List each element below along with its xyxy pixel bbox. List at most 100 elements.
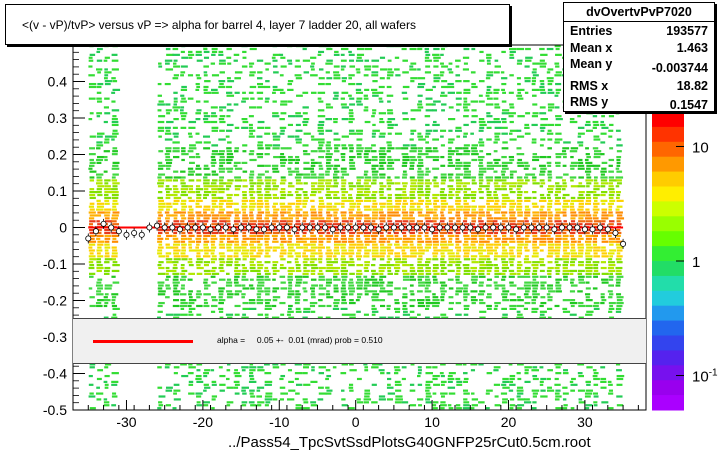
heatmap-cell xyxy=(601,231,609,235)
heatmap-cell xyxy=(187,173,194,176)
heatmap-cell xyxy=(372,123,376,127)
heatmap-cell xyxy=(340,153,346,156)
heatmap-cell xyxy=(471,249,479,252)
heatmap-cell xyxy=(616,383,623,386)
heatmap-cell xyxy=(456,103,462,106)
heatmap-cell xyxy=(204,272,212,275)
heatmap-cell xyxy=(509,249,514,252)
heatmap-cell xyxy=(562,264,569,267)
heatmap-cell xyxy=(256,188,262,191)
heatmap-cell xyxy=(332,269,339,273)
heatmap-cell xyxy=(158,261,164,264)
heatmap-cell xyxy=(470,231,479,235)
heatmap-cell xyxy=(195,249,204,252)
heatmap-cell xyxy=(502,377,509,381)
heatmap-cell xyxy=(463,287,468,290)
profile-point xyxy=(620,240,627,247)
heatmap-cell xyxy=(165,228,171,232)
heatmap-cell xyxy=(593,155,601,159)
heatmap-cell xyxy=(96,188,103,191)
heatmap-cell xyxy=(584,158,589,162)
heatmap-cell xyxy=(211,266,217,270)
heatmap-cell xyxy=(501,383,507,386)
heatmap-cell xyxy=(471,205,477,208)
heatmap-cell xyxy=(88,82,97,86)
heatmap-cell xyxy=(554,231,562,235)
heatmap-cell xyxy=(226,281,233,284)
heatmap-cell xyxy=(378,161,387,164)
heatmap-cell xyxy=(203,374,208,378)
heatmap-cell xyxy=(227,316,233,319)
heatmap-cell xyxy=(600,380,607,383)
heatmap-cell xyxy=(432,401,439,404)
heatmap-cell xyxy=(295,170,300,173)
heatmap-cell xyxy=(402,144,410,147)
heatmap-cell xyxy=(554,246,561,249)
heatmap-cell xyxy=(295,138,302,141)
heatmap-cell xyxy=(203,243,208,246)
heatmap-cell xyxy=(615,266,623,270)
heatmap-cell xyxy=(463,237,471,240)
heatmap-cell xyxy=(157,366,162,369)
heatmap-cell xyxy=(517,191,523,194)
heatmap-cell xyxy=(333,237,339,240)
heatmap-cell xyxy=(439,264,446,267)
heatmap-cell xyxy=(410,129,417,132)
heatmap-cell xyxy=(204,284,211,287)
heatmap-cell xyxy=(172,266,178,270)
heatmap-cell xyxy=(265,182,271,185)
heatmap-cell xyxy=(378,240,386,243)
heatmap-cell xyxy=(585,202,592,205)
heatmap-cell xyxy=(326,389,333,392)
heatmap-cell xyxy=(302,199,308,202)
heatmap-cell xyxy=(233,281,239,284)
heatmap-cell xyxy=(180,106,185,109)
heatmap-cell xyxy=(311,205,315,208)
profile-points xyxy=(85,218,627,249)
heatmap-cell xyxy=(486,372,493,375)
heatmap-cell xyxy=(111,383,118,386)
heatmap-cell xyxy=(218,299,226,302)
heatmap-cell xyxy=(348,234,354,237)
heatmap-cell xyxy=(196,401,201,404)
heatmap-cell xyxy=(532,179,537,182)
heatmap-cell xyxy=(616,377,624,381)
heatmap-cell xyxy=(355,129,364,132)
heatmap-cell xyxy=(516,161,524,164)
heatmap-cell xyxy=(226,150,233,153)
heatmap-cell xyxy=(96,269,102,273)
heatmap-cell xyxy=(585,211,591,214)
heatmap-cell xyxy=(219,374,226,378)
heatmap-cell xyxy=(378,217,386,220)
heatmap-cell xyxy=(234,243,240,246)
heatmap-cell xyxy=(333,182,339,185)
heatmap-cell xyxy=(372,94,379,97)
heatmap-cell xyxy=(303,167,311,170)
heatmap-cell xyxy=(371,310,379,313)
heatmap-cell xyxy=(211,202,217,205)
heatmap-cell xyxy=(509,188,513,191)
heatmap-cell xyxy=(157,246,164,249)
heatmap-cell xyxy=(173,275,179,278)
heatmap-cell xyxy=(257,249,264,252)
heatmap-cell xyxy=(577,264,584,267)
profile-point xyxy=(199,224,206,231)
heatmap-cell xyxy=(318,199,324,202)
heatmap-cell xyxy=(279,255,284,258)
heatmap-cell xyxy=(569,272,574,275)
heatmap-cell xyxy=(608,383,613,386)
colorbar-segment xyxy=(652,350,684,366)
heatmap-cell xyxy=(172,77,179,80)
heatmap-cell xyxy=(295,211,301,214)
heatmap-cell xyxy=(432,366,438,369)
heatmap-cell xyxy=(501,155,507,159)
heatmap-cell xyxy=(562,147,570,150)
heatmap-cell xyxy=(227,293,234,296)
heatmap-cell xyxy=(448,129,453,132)
heatmap-cell xyxy=(256,284,265,287)
heatmap-cell xyxy=(96,161,102,164)
heatmap-cell xyxy=(265,252,269,255)
heatmap-cell xyxy=(103,77,108,80)
heatmap-cell xyxy=(333,261,338,264)
heatmap-cell xyxy=(242,272,247,275)
